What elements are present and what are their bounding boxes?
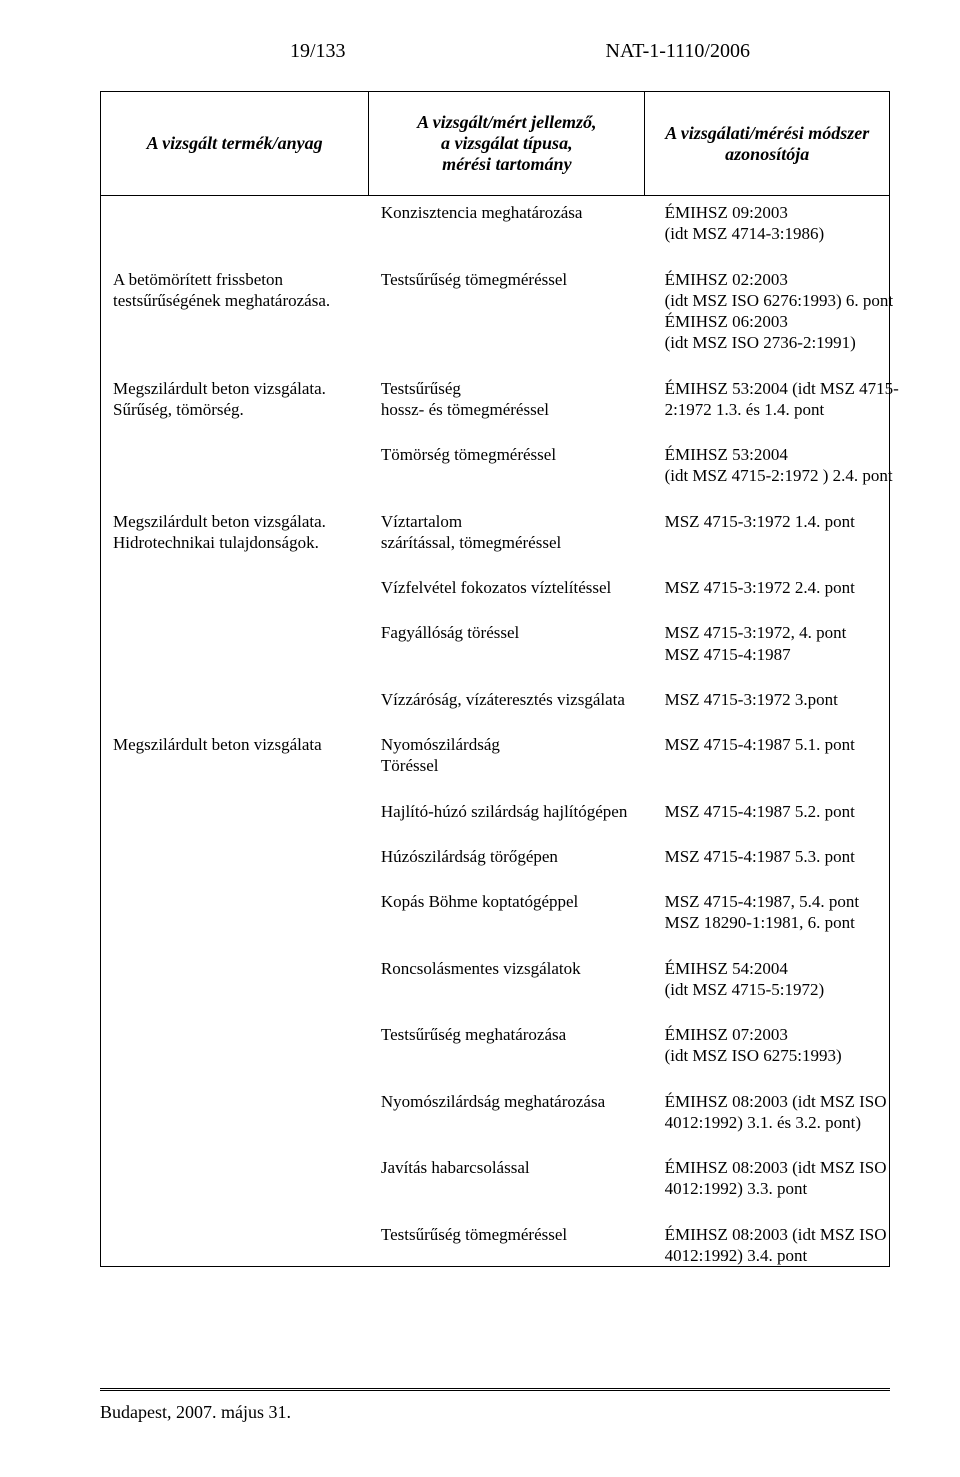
- cell-product: [113, 1024, 381, 1067]
- page-number: 19/133: [290, 40, 346, 63]
- table-row: Kopás Böhme koptatógéppelMSZ 4715-4:1987…: [101, 885, 913, 934]
- cell-method: ÉMIHSZ 08:2003 (idt MSZ ISO 4012:1992) 3…: [665, 1091, 901, 1134]
- table-row: Hajlító-húzó szilárdság hajlítógépenMSZ …: [101, 795, 913, 822]
- cell-property: Tömörség tömegméréssel: [381, 444, 665, 487]
- cell-property: Hajlító-húzó szilárdság hajlítógépen: [381, 801, 665, 822]
- cell-product: Megszilárdult beton vizsgálata.Hidrotech…: [113, 511, 381, 554]
- cell-product: [113, 846, 381, 867]
- cell-method: ÉMIHSZ 07:2003(idt MSZ ISO 6275:1993): [665, 1024, 901, 1067]
- cell-property: Nyomószilárdság meghatározása: [381, 1091, 665, 1134]
- cell-product: [113, 444, 381, 487]
- table-row: Javítás habarcsolássalÉMIHSZ 08:2003 (id…: [101, 1151, 913, 1200]
- cell-product: [113, 689, 381, 710]
- table-row: Megszilárdult beton vizsgálataNyomószilá…: [101, 728, 913, 777]
- cell-property: NyomószilárdságTöréssel: [381, 734, 665, 777]
- table-row: Megszilárdult beton vizsgálata.Hidrotech…: [101, 505, 913, 554]
- table-row: Tömörség tömegmérésselÉMIHSZ 53:2004(idt…: [101, 438, 913, 487]
- cell-product: [113, 1157, 381, 1200]
- cell-method: ÉMIHSZ 54:2004(idt MSZ 4715-5:1972): [665, 958, 901, 1001]
- cell-property: Víztartalomszárítással, tömegméréssel: [381, 511, 665, 554]
- table-header-row: A vizsgált termék/anyag A vizsgált/mért …: [101, 92, 890, 196]
- footer-text: Budapest, 2007. május 31.: [100, 1402, 291, 1423]
- cell-property: Kopás Böhme koptatógéppel: [381, 891, 665, 934]
- cell-property: Fagyállóság töréssel: [381, 622, 665, 665]
- cell-method: ÉMIHSZ 09:2003(idt MSZ 4714-3:1986): [665, 202, 901, 245]
- cell-property: Húzószilárdság törőgépen: [381, 846, 665, 867]
- cell-method: ÉMIHSZ 02:2003(idt MSZ ISO 6276:1993) 6.…: [665, 269, 901, 354]
- page: 19/133 NAT-1-1110/2006 A vizsgált termék…: [0, 0, 960, 1477]
- table-row: A betömörített frissbeton testsűrűségéne…: [101, 263, 913, 354]
- cell-method: ÉMIHSZ 53:2004 (idt MSZ 4715-2:1972 1.3.…: [665, 378, 901, 421]
- cell-property: Vízfelvétel fokozatos víztelítéssel: [381, 577, 665, 598]
- table-row: Konzisztencia meghatározásaÉMIHSZ 09:200…: [101, 196, 913, 245]
- table-row: Vízzáróság, vízáteresztés vizsgálataMSZ …: [101, 683, 913, 710]
- col-header-method: A vizsgálati/mérési módszerazonosítója: [645, 92, 890, 196]
- page-header: 19/133 NAT-1-1110/2006: [100, 40, 890, 63]
- cell-product: Megszilárdult beton vizsgálata.Sűrűség, …: [113, 378, 381, 421]
- cell-property: Javítás habarcsolással: [381, 1157, 665, 1200]
- cell-product: [113, 622, 381, 665]
- cell-property: Testsűrűség tömegméréssel: [381, 1224, 665, 1267]
- table-row: Vízfelvétel fokozatos víztelítésselMSZ 4…: [101, 571, 913, 598]
- cell-method: ÉMIHSZ 53:2004(idt MSZ 4715-2:1972 ) 2.4…: [665, 444, 901, 487]
- cell-product: [113, 801, 381, 822]
- cell-property: Testsűrűséghossz- és tömegméréssel: [381, 378, 665, 421]
- rows-container: Konzisztencia meghatározásaÉMIHSZ 09:200…: [101, 196, 889, 1266]
- cell-product: [113, 577, 381, 598]
- table-row: Roncsolásmentes vizsgálatokÉMIHSZ 54:200…: [101, 952, 913, 1001]
- data-table: A vizsgált termék/anyag A vizsgált/mért …: [100, 91, 890, 1267]
- cell-method: MSZ 4715-3:1972 2.4. pont: [665, 577, 901, 598]
- cell-method: MSZ 4715-4:1987, 5.4. pontMSZ 18290-1:19…: [665, 891, 901, 934]
- table-row: Fagyállóság törésselMSZ 4715-3:1972, 4. …: [101, 616, 913, 665]
- cell-property: Vízzáróság, vízáteresztés vizsgálata: [381, 689, 665, 710]
- col-header-property: A vizsgált/mért jellemző,a vizsgálat típ…: [369, 92, 645, 196]
- table-row: Húzószilárdság törőgépenMSZ 4715-4:1987 …: [101, 840, 913, 867]
- cell-property: Testsűrűség meghatározása: [381, 1024, 665, 1067]
- cell-method: ÉMIHSZ 08:2003 (idt MSZ ISO 4012:1992) 3…: [665, 1224, 901, 1267]
- cell-product: A betömörített frissbeton testsűrűségéne…: [113, 269, 381, 354]
- cell-product: Megszilárdult beton vizsgálata: [113, 734, 381, 777]
- cell-product: [113, 958, 381, 1001]
- cell-property: Konzisztencia meghatározása: [381, 202, 665, 245]
- cell-method: MSZ 4715-4:1987 5.2. pont: [665, 801, 901, 822]
- cell-method: ÉMIHSZ 08:2003 (idt MSZ ISO 4012:1992) 3…: [665, 1157, 901, 1200]
- table-body-row: Konzisztencia meghatározásaÉMIHSZ 09:200…: [101, 196, 890, 1267]
- table-row: Megszilárdult beton vizsgálata.Sűrűség, …: [101, 372, 913, 421]
- cell-product: [113, 891, 381, 934]
- cell-method: MSZ 4715-4:1987 5.1. pont: [665, 734, 901, 777]
- table-row: Nyomószilárdság meghatározásaÉMIHSZ 08:2…: [101, 1085, 913, 1134]
- table-row: Testsűrűség tömegmérésselÉMIHSZ 08:2003 …: [101, 1218, 913, 1267]
- cell-product: [113, 202, 381, 245]
- doc-reference: NAT-1-1110/2006: [606, 40, 750, 63]
- cell-property: Roncsolásmentes vizsgálatok: [381, 958, 665, 1001]
- table-row: Testsűrűség meghatározásaÉMIHSZ 07:2003(…: [101, 1018, 913, 1067]
- cell-product: [113, 1091, 381, 1134]
- cell-method: MSZ 4715-4:1987 5.3. pont: [665, 846, 901, 867]
- cell-method: MSZ 4715-3:1972, 4. pontMSZ 4715-4:1987: [665, 622, 901, 665]
- cell-product: [113, 1224, 381, 1267]
- footer-rule: [100, 1388, 890, 1391]
- cell-property: Testsűrűség tömegméréssel: [381, 269, 665, 354]
- col-header-product: A vizsgált termék/anyag: [101, 92, 369, 196]
- cell-method: MSZ 4715-3:1972 3.pont: [665, 689, 901, 710]
- cell-method: MSZ 4715-3:1972 1.4. pont: [665, 511, 901, 554]
